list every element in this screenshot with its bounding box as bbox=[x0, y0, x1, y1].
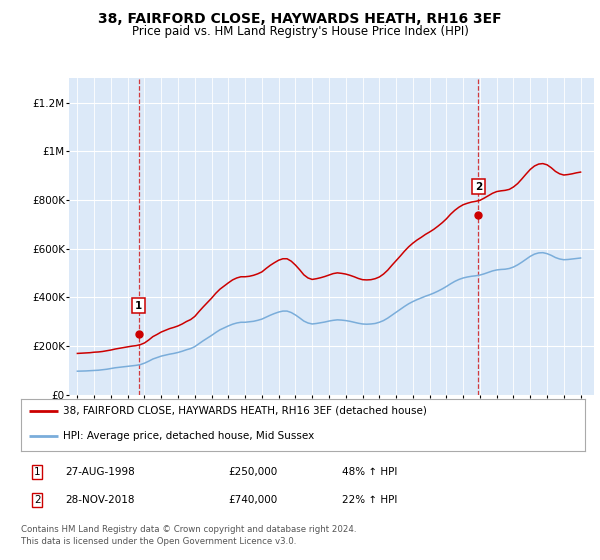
Text: 27-AUG-1998: 27-AUG-1998 bbox=[65, 467, 134, 477]
Text: Price paid vs. HM Land Registry's House Price Index (HPI): Price paid vs. HM Land Registry's House … bbox=[131, 25, 469, 38]
Text: 38, FAIRFORD CLOSE, HAYWARDS HEATH, RH16 3EF (detached house): 38, FAIRFORD CLOSE, HAYWARDS HEATH, RH16… bbox=[64, 405, 427, 416]
Text: £250,000: £250,000 bbox=[228, 467, 277, 477]
Text: 2: 2 bbox=[34, 495, 41, 505]
Text: £740,000: £740,000 bbox=[228, 495, 277, 505]
Text: 28-NOV-2018: 28-NOV-2018 bbox=[65, 495, 134, 505]
Text: 2: 2 bbox=[475, 181, 482, 192]
Text: 1: 1 bbox=[135, 301, 142, 311]
Text: HPI: Average price, detached house, Mid Sussex: HPI: Average price, detached house, Mid … bbox=[64, 431, 314, 441]
Text: 22% ↑ HPI: 22% ↑ HPI bbox=[342, 495, 397, 505]
Text: 48% ↑ HPI: 48% ↑ HPI bbox=[342, 467, 397, 477]
Text: 1: 1 bbox=[34, 467, 41, 477]
Text: Contains HM Land Registry data © Crown copyright and database right 2024.
This d: Contains HM Land Registry data © Crown c… bbox=[21, 525, 356, 546]
Text: 38, FAIRFORD CLOSE, HAYWARDS HEATH, RH16 3EF: 38, FAIRFORD CLOSE, HAYWARDS HEATH, RH16… bbox=[98, 12, 502, 26]
